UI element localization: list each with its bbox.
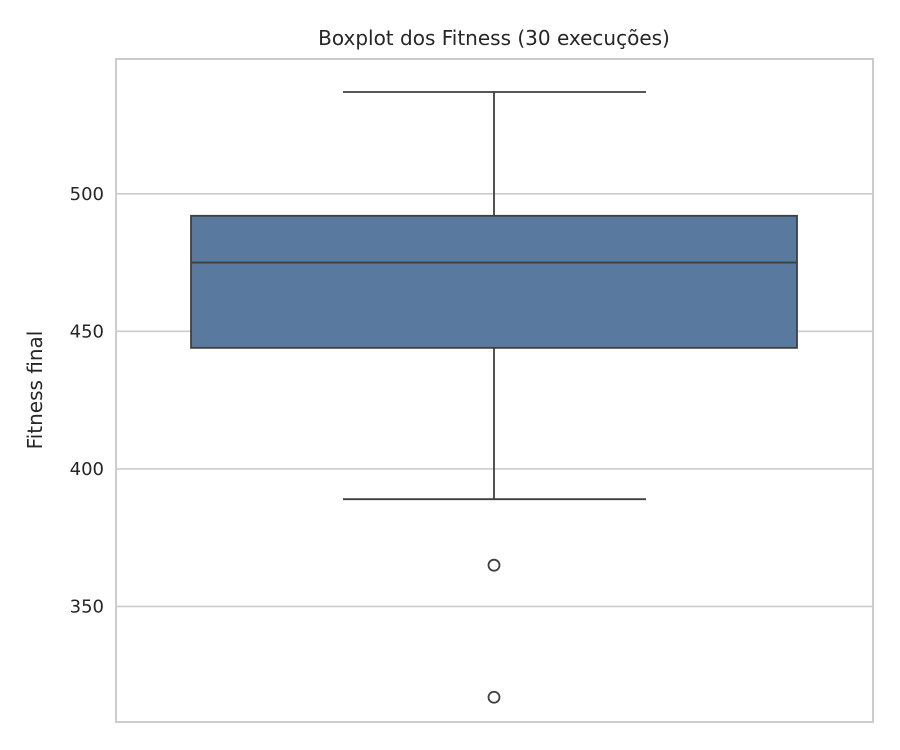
plot-frame	[115, 58, 874, 723]
box-group	[190, 91, 798, 704]
y-tick-label-450: 450	[70, 321, 104, 342]
interquartile-box	[190, 214, 798, 349]
outlier-point-1	[487, 558, 501, 572]
y-tick-label-350: 350	[70, 596, 104, 617]
y-tick-label-400: 400	[70, 459, 104, 480]
y-axis-label: Fitness final	[23, 331, 47, 450]
chart-title: Boxplot dos Fitness (30 execuções)	[318, 26, 670, 50]
outlier-point-2	[487, 690, 501, 704]
y-tick-label-500: 500	[70, 184, 104, 205]
y-tick-labels: 350 400 450 500	[70, 184, 104, 618]
